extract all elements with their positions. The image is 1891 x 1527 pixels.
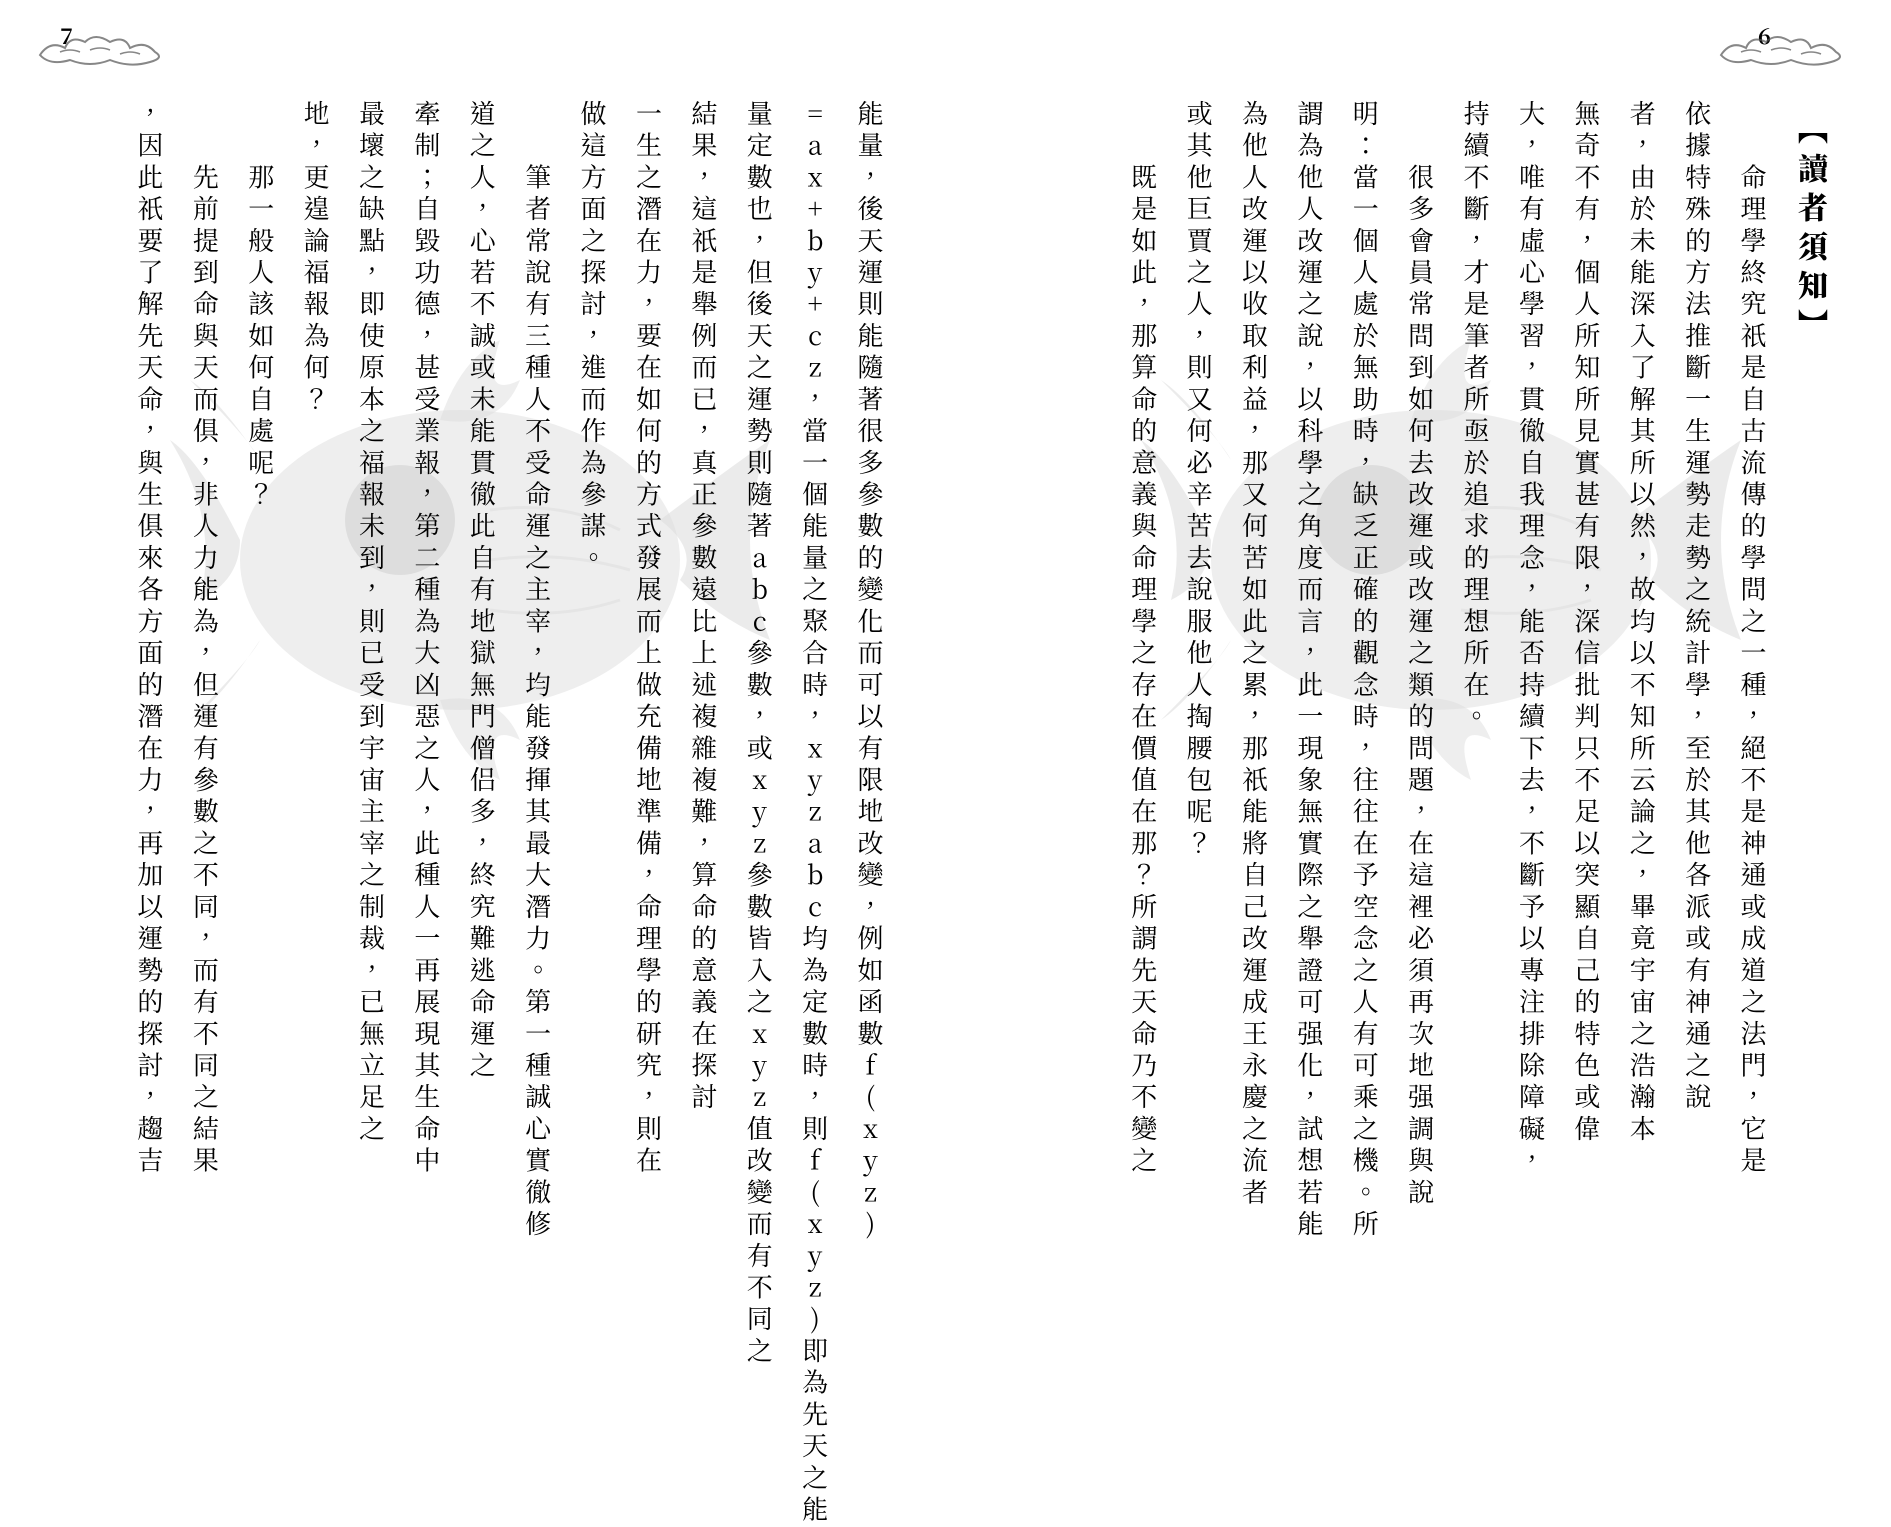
page-right: 6 【讀者須知】 命理學終究祇是自古流傳的學問之一種，絕不是神通或成道之法門，它… <box>946 0 1891 1320</box>
text-column: 者，由於未能深入了解其所以然，故均以不知所云論之，畢竟宇宙之浩瀚本 <box>1618 100 1667 1260</box>
text-column: 依據特殊的方法推斷一生運勢走勢之統計學，至於其他各派或有神通之說 <box>1673 100 1722 1260</box>
text-column: 大，唯有虛心學習，貫徹自我理念，能否持續下去，不斷予以專注排除障礙， <box>1507 100 1556 1260</box>
text-column: 為他人改運以收取利益，那又何苦如此之累，那祇能將自己改運成王永慶之流者 <box>1230 100 1279 1260</box>
text-columns-left: 能量，後天運則能隨著很多參數的變化而可以有限地改變，例如函數f(xyz) =ax… <box>50 100 895 1260</box>
text-column: ，因此祇要了解先天命，與生俱來各方面的潛在力，再加以運勢的探討，趨吉 <box>126 100 175 1260</box>
text-column: 結果，這祇是舉例而已，真正參數遠比上述複雜複難，算命的意義在探討 <box>679 100 728 1260</box>
text-column: 做這方面之探討，進而作為參謀。 <box>569 100 618 1260</box>
text-column: 或其他巨賈之人，則又何必辛苦去說服他人掏腰包呢？ <box>1175 100 1224 1260</box>
section-heading: 【讀者須知】 <box>1784 100 1841 1260</box>
text-column: 量定數也，但後天之運勢則隨著abc參數，或xyz參數皆入之xyz值改變而有不同之 <box>735 100 784 1260</box>
text-column: 無奇不有，個人所知所見實甚有限，深信批判只不足以突顯自己的特色或偉 <box>1562 100 1611 1260</box>
text-column: 地，更遑論福報為何？ <box>292 100 341 1260</box>
text-column: 謂為他人改運之說，以科學之角度而言，此一現象無實際之舉證可强化，試想若能 <box>1285 100 1334 1260</box>
text-column: 一生之潛在力，要在如何的方式發展而上做充備地準備，命理學的研究，則在 <box>624 100 673 1260</box>
cloud-ornament-icon <box>30 30 170 70</box>
text-column: 筆者常說有三種人不受命運之主宰，均能發揮其最大潛力。第一種誠心實徹修 <box>513 100 562 1260</box>
cloud-ornament-icon <box>1711 30 1851 70</box>
text-column: 先前提到命與天而俱，非人力能為，但運有參數之不同，而有不同之結果 <box>181 100 230 1260</box>
text-column: 牽制；自毀功德，甚受業報，第二種為大凶惡之人，此種人一再展現其生命中 <box>402 100 451 1260</box>
text-column: 明：當一個人處於無助時，缺乏正確的觀念時，往往在予空念之人有可乘之機。所 <box>1341 100 1390 1260</box>
text-column: 既是如此，那算命的意義與命理學之存在價值在那？所謂先天命乃不變之 <box>1119 100 1168 1260</box>
text-column: 命理學終究祇是自古流傳的學問之一種，絕不是神通或成道之法門，它是 <box>1729 100 1778 1260</box>
text-column: 道之人，心若不誠或未能貫徹此自有地獄無門僧侣多，終究難逃命運之 <box>458 100 507 1260</box>
text-column: =ax+by+cz，當一個能量之聚合時，xyzabc均為定數時，則f(xyz)即… <box>790 100 839 1260</box>
page-left: 7 能量，後天運則能隨著很多參數的變化而可以有限地改變，例如函數f(xyz) =… <box>0 0 945 1320</box>
text-columns-right: 【讀者須知】 命理學終究祇是自古流傳的學問之一種，絕不是神通或成道之法門，它是 … <box>996 100 1841 1260</box>
text-column: 持續不斷，才是筆者所亟於追求的理想所在。 <box>1452 100 1501 1260</box>
text-column: 最壞之缺點，即使原本之福報未到，則已受到宇宙主宰之制裁，已無立足之 <box>347 100 396 1260</box>
text-column: 能量，後天運則能隨著很多參數的變化而可以有限地改變，例如函數f(xyz) <box>846 100 895 1260</box>
text-column: 很多會員常問到如何去改運或改運之類的問題，在這裡必須再次地强調與說 <box>1396 100 1445 1260</box>
text-column: 那一般人該如何自處呢？ <box>236 100 285 1260</box>
